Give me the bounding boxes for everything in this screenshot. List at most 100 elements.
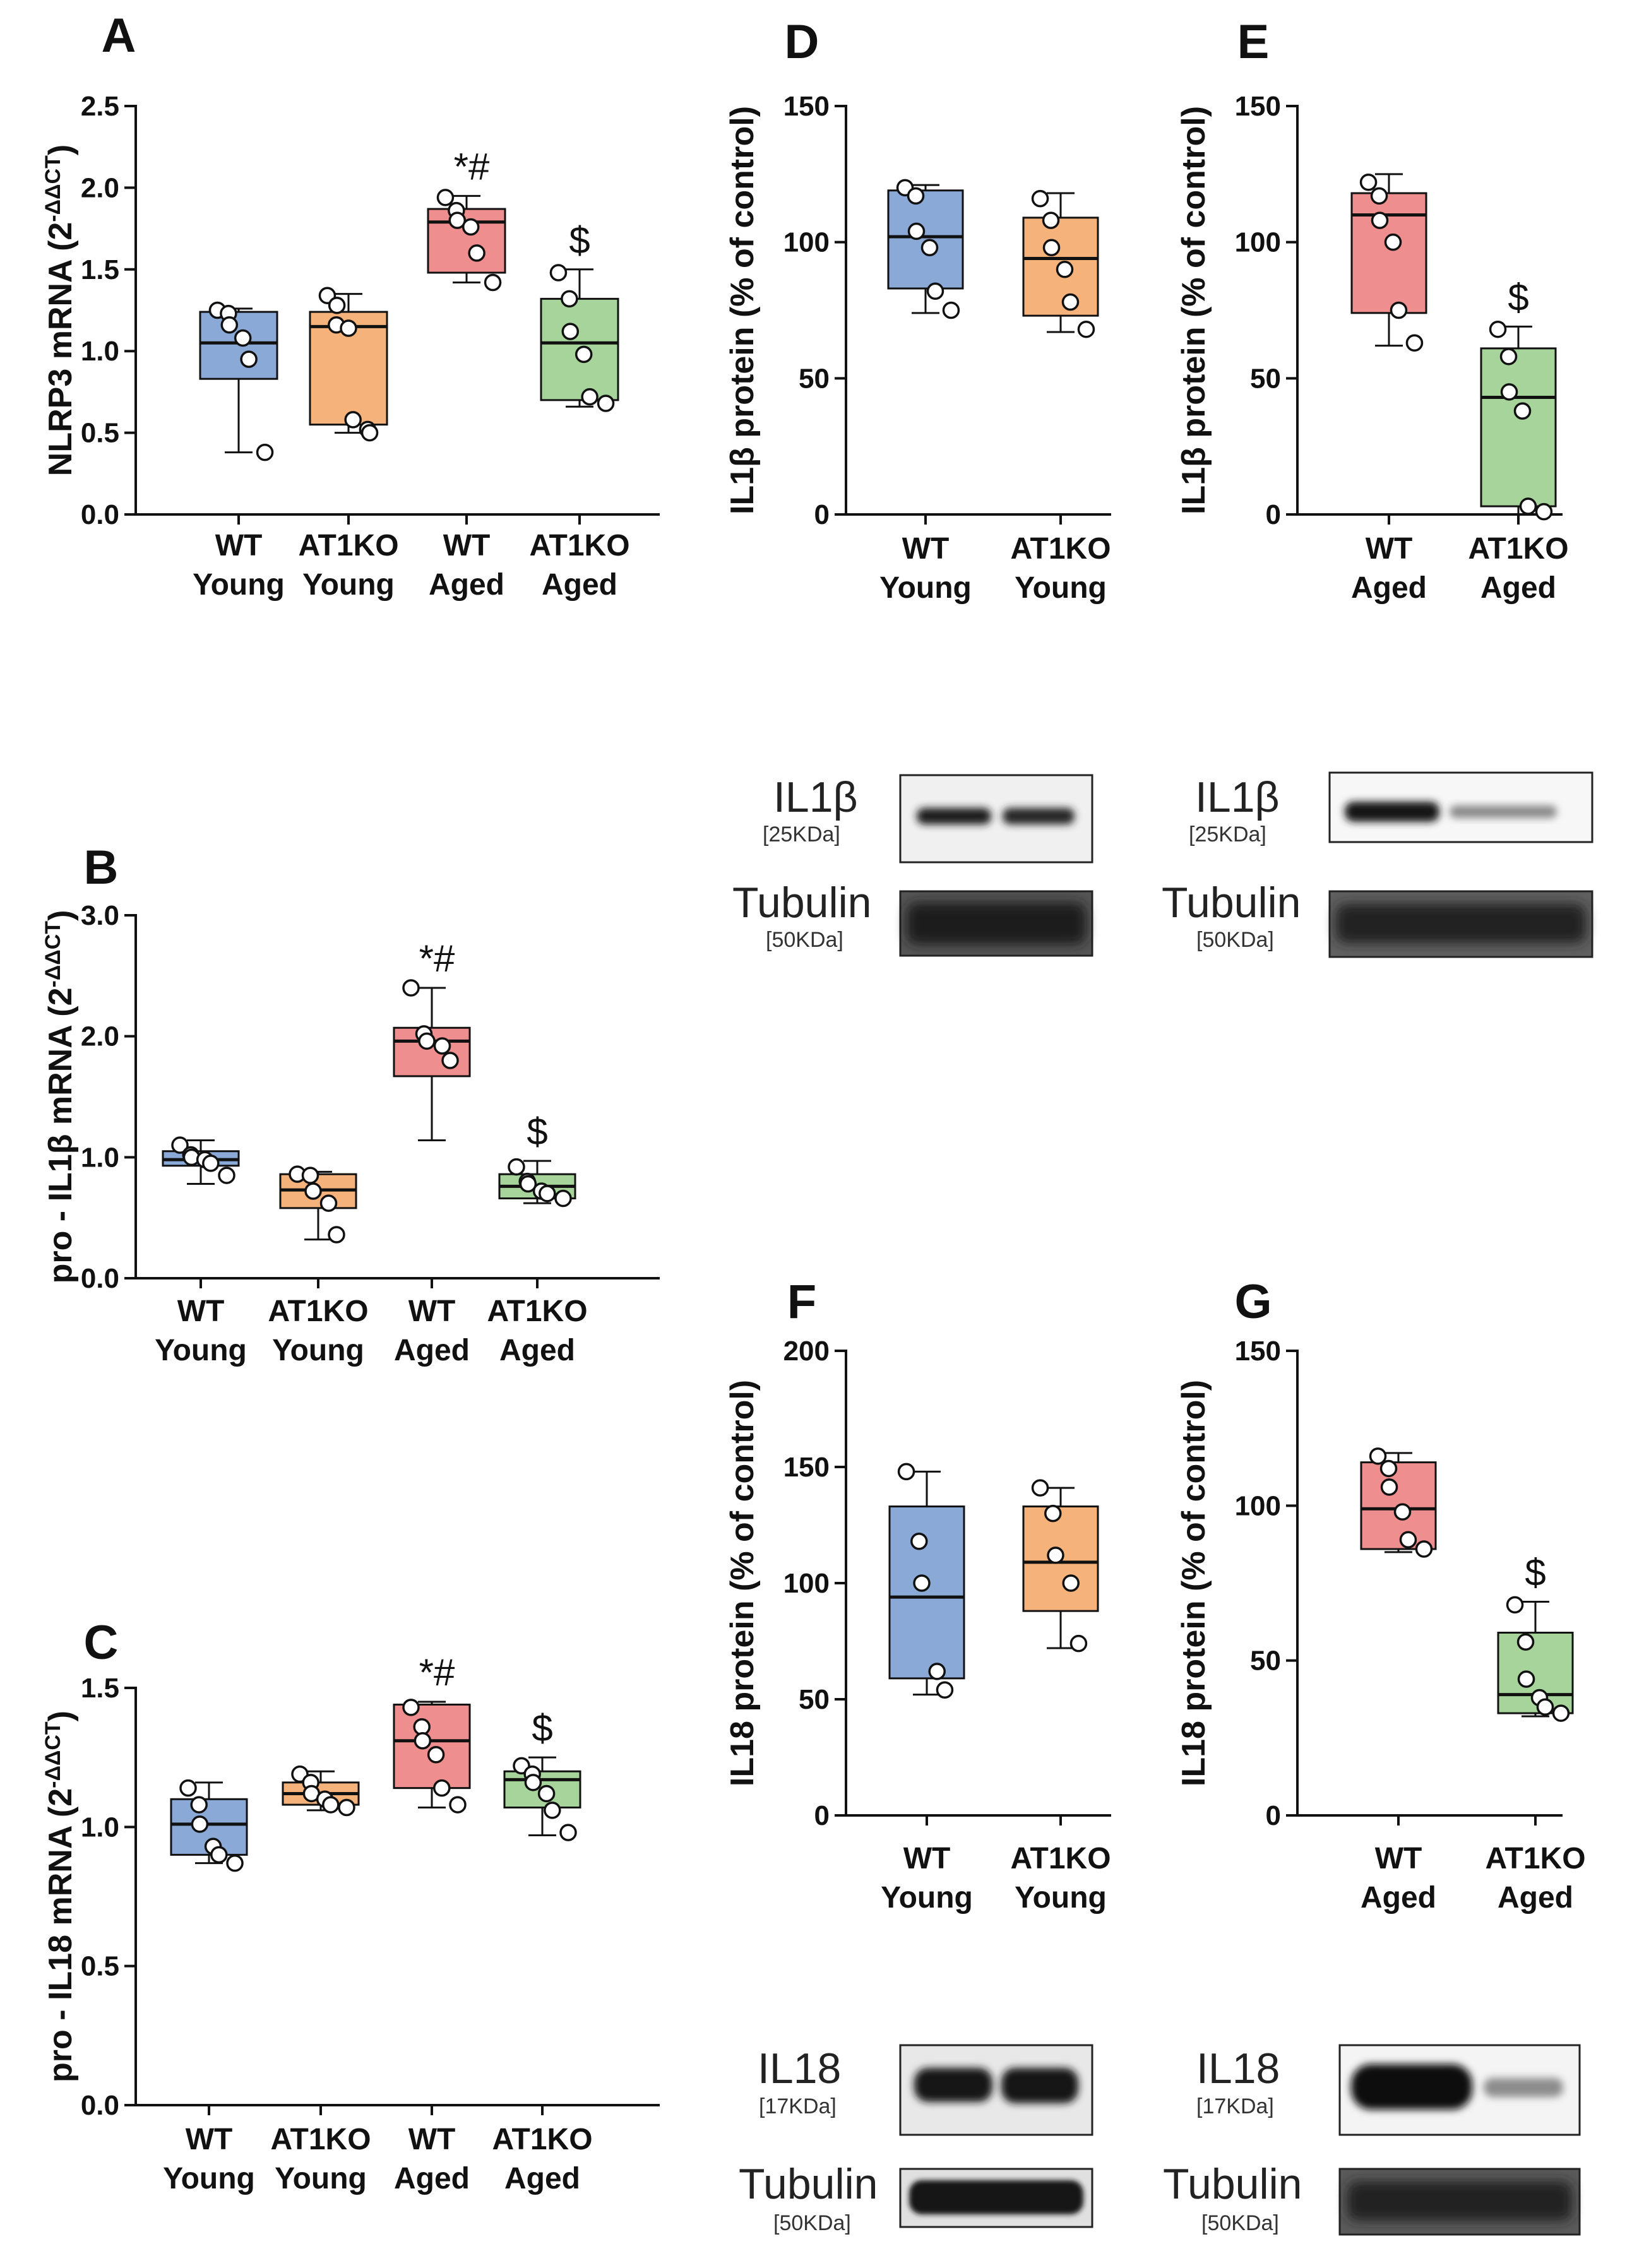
data-point — [202, 1155, 220, 1172]
y-axis-title-text: IL1β protein (% of control) — [1176, 106, 1212, 514]
y-axis-title: IL18 protein (% of control) — [1176, 1380, 1212, 1786]
y-axis-title-text: IL1β protein (% of control) — [724, 106, 761, 514]
data-point — [1056, 261, 1074, 278]
data-point — [913, 1574, 931, 1592]
category-label-line1: AT1KO — [1468, 532, 1568, 566]
data-point — [171, 1136, 189, 1154]
panel-letter: B — [84, 841, 119, 894]
box-group — [162, 1136, 240, 1185]
data-point — [920, 239, 939, 257]
data-point — [402, 1699, 420, 1716]
data-point — [1369, 1447, 1387, 1465]
y-tick-label: 2.0 — [81, 1021, 119, 1052]
data-point — [1042, 239, 1061, 257]
y-axis-title: pro - IL18 mRNA (2-ΔΔCT) — [41, 1711, 79, 2082]
data-point — [1415, 1540, 1433, 1558]
category-label-line1: WT — [215, 529, 263, 562]
data-point — [462, 218, 480, 236]
data-point — [418, 1032, 436, 1050]
data-point — [907, 222, 926, 240]
category-label-line1: AT1KO — [529, 529, 629, 562]
y-tick-label: 0.0 — [81, 1263, 119, 1294]
y-tick-label: 1.0 — [81, 1812, 119, 1843]
y-axis-title: NLRP3 mRNA (2-ΔΔCT) — [41, 145, 79, 476]
category-label-line1: WT — [1375, 1842, 1422, 1875]
category-label-line2: Young — [1015, 571, 1107, 605]
category-label-line2: Young — [302, 568, 395, 602]
category-label-line2: Aged — [1351, 571, 1427, 605]
y-tick-label: 2.5 — [81, 91, 119, 122]
blot-band — [1336, 904, 1586, 943]
category-label-line1: AT1KO — [1485, 1842, 1585, 1875]
data-point — [1047, 1547, 1064, 1564]
data-point — [1384, 233, 1402, 251]
data-point — [1519, 497, 1537, 515]
category-label-line2: Aged — [499, 1334, 575, 1367]
y-tick-label: 2.0 — [81, 172, 119, 203]
data-point — [1379, 1459, 1398, 1478]
data-point — [449, 1796, 467, 1814]
data-point — [304, 1182, 322, 1200]
y-tick-label: 150 — [783, 1452, 830, 1483]
data-point — [928, 1663, 946, 1680]
y-tick-label: 150 — [1235, 1336, 1281, 1367]
data-point — [524, 1774, 542, 1791]
blot-target-kda: [25KDa] — [1189, 822, 1266, 846]
data-point — [539, 1185, 556, 1202]
category-label-line2: Aged — [394, 1334, 470, 1367]
data-point — [926, 282, 944, 300]
data-point — [468, 244, 485, 262]
data-point — [190, 1796, 208, 1814]
y-tick-label: 150 — [783, 91, 830, 122]
y-tick-label: 0.0 — [81, 2090, 119, 2121]
blot-target-label: IL18 — [1196, 2045, 1280, 2093]
blot-control-kda: [50KDa] — [1201, 2211, 1279, 2235]
box — [393, 1703, 471, 1790]
category-label-line1: WT — [1366, 532, 1413, 566]
blot-il1b-young: IL1β [25KDa] Tubulin [50KDa] — [732, 773, 1093, 957]
blot-band — [1347, 2182, 1572, 2221]
y-axis-title-end: ) — [42, 1711, 79, 1721]
data-point — [1370, 187, 1388, 205]
blot-il18-aged: IL18 [17KDa] Tubulin [50KDa] — [1163, 2044, 1581, 2236]
category-label-line1: AT1KO — [1010, 532, 1111, 566]
data-point — [519, 1175, 537, 1193]
y-tick-label: 0 — [814, 499, 830, 530]
y-tick-label: 50 — [1250, 363, 1281, 394]
blot-band — [1450, 805, 1557, 818]
y-axis-title: IL1β protein (% of control) — [1176, 106, 1212, 514]
data-point — [544, 1802, 561, 1819]
box-group — [1350, 173, 1427, 352]
box-group — [887, 179, 964, 319]
data-point — [436, 189, 455, 206]
chart-panel-d: D 0 50 100 150 IL1β protein (% of control) WT Y… — [724, 15, 1111, 605]
box-group — [279, 1165, 357, 1244]
data-point — [1031, 1479, 1049, 1497]
data-point — [1536, 1698, 1554, 1716]
data-point — [402, 979, 420, 997]
chart-panel-g: G 0 50 100 150 IL18 protein (% of control) WT A… — [1176, 1275, 1586, 1915]
significance-label: *# — [454, 145, 490, 187]
data-point — [240, 350, 258, 368]
data-point — [1399, 1531, 1417, 1549]
blot-target-label: IL1β — [1195, 773, 1280, 821]
blot-band — [909, 2180, 1083, 2214]
data-point — [561, 290, 578, 308]
data-point — [226, 1854, 244, 1872]
y-tick-label: 1.0 — [81, 1142, 119, 1173]
y-tick-label: 0 — [814, 1800, 830, 1831]
significance-label: *# — [419, 1651, 455, 1694]
data-point — [220, 316, 239, 334]
data-point — [1044, 1504, 1062, 1523]
y-axis-title-text: IL18 protein (% of control) — [1176, 1380, 1212, 1786]
category-label-line2: Young — [1015, 1881, 1107, 1915]
data-point — [1042, 211, 1060, 229]
category-label-line2: Young — [272, 1334, 364, 1367]
data-point — [1061, 293, 1080, 311]
y-axis-title-text: pro - IL18 mRNA (2 — [42, 1788, 79, 2082]
data-point — [1552, 1704, 1570, 1722]
y-tick-label: 3.0 — [81, 900, 119, 931]
y-tick-label: 0 — [1266, 1800, 1281, 1831]
y-tick-label: 0 — [1266, 499, 1281, 530]
box-group — [309, 287, 388, 442]
